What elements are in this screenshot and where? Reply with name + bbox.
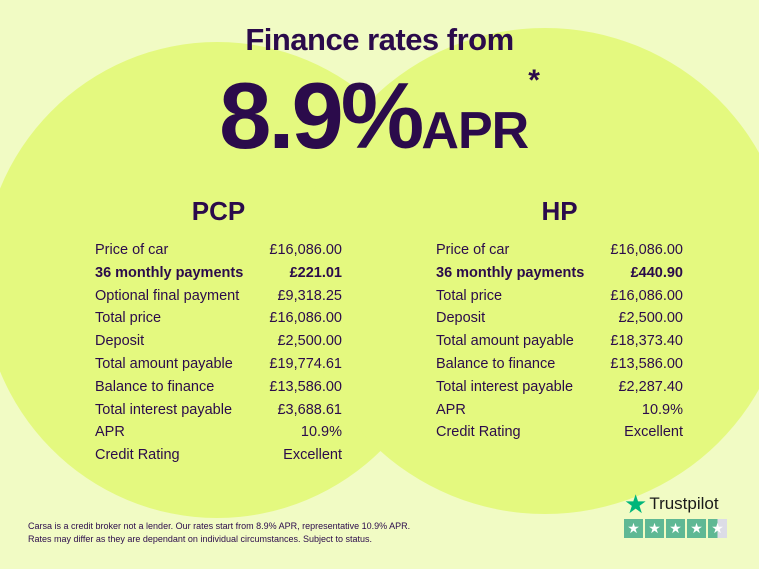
row-value: £2,500.00 — [277, 333, 342, 350]
background-circle-right — [300, 28, 759, 514]
hp-table: HP Price of car £16,086.00 36 monthly paym… — [436, 196, 683, 444]
row-value: £9,318.25 — [277, 287, 342, 304]
row-value: £13,586.00 — [269, 378, 342, 395]
rating-star-icon: ★ — [687, 519, 706, 538]
pcp-rows: Price of car £16,086.00 36 monthly payment… — [95, 239, 342, 467]
row-value: £3,688.61 — [277, 401, 342, 418]
table-row: Deposit £2,500.00 — [95, 330, 342, 353]
row-value: £18,373.40 — [610, 333, 683, 350]
table-row: APR 10.9% — [436, 399, 683, 422]
row-value: £16,086.00 — [610, 242, 683, 258]
table-row: Total amount payable £19,774.61 — [95, 353, 342, 376]
trustpilot-label: Trustpilot — [649, 494, 719, 513]
disclaimer-line-1: Carsa is a credit broker not a lender. O… — [28, 521, 411, 531]
row-label: Balance to finance — [436, 355, 556, 372]
rate-apr: APR — [421, 102, 529, 160]
row-label: Balance to finance — [95, 378, 215, 395]
star-icon: ★ — [624, 489, 648, 519]
row-label: APR — [95, 424, 125, 441]
rating-star-icon: ★ — [645, 519, 664, 538]
pcp-table: PCP Price of car £16,086.00 36 monthly pay… — [95, 196, 342, 467]
row-value: 10.9% — [641, 401, 683, 418]
headline-rate: 8.9%APR * — [0, 62, 759, 170]
row-value: £221.01 — [289, 264, 342, 281]
table-row: Total price £16,086.00 — [95, 307, 342, 330]
row-label: Total interest payable — [436, 378, 574, 395]
table-row: Balance to finance £13,586.00 — [436, 353, 683, 376]
row-label: Total price — [436, 287, 503, 304]
table-row: Total amount payable £18,373.40 — [436, 330, 683, 353]
rate-value: 8.9% — [219, 63, 424, 168]
table-row: Price of car £16,086.00 — [95, 239, 342, 262]
rating-star-icon: ★ — [666, 519, 685, 538]
row-label: Deposit — [436, 310, 486, 327]
table-row: 36 monthly payments £440.90 — [436, 262, 683, 285]
row-value: Excellent — [624, 424, 683, 441]
table-row: 36 monthly payments £221.01 — [95, 262, 342, 285]
disclaimer-line-2: Rates may differ as they are dependant o… — [28, 534, 373, 544]
table-row: Optional final payment £9,318.25 — [95, 285, 342, 308]
hp-title: HP — [541, 196, 578, 226]
disclaimer: Carsa is a credit broker not a lender. O… — [28, 520, 410, 546]
row-value: £16,086.00 — [269, 310, 342, 327]
table-row: Credit Rating Excellent — [436, 421, 683, 444]
row-label: Total price — [95, 310, 162, 327]
row-label: Price of car — [95, 242, 169, 258]
row-value: £16,086.00 — [269, 242, 342, 258]
table-row: Total price £16,086.00 — [436, 285, 683, 308]
trustpilot-logo: ★ Trustpilot — [624, 489, 727, 519]
rating-star-icon: ★ — [708, 519, 727, 538]
rating-star-icon: ★ — [624, 519, 643, 538]
row-label: Total interest payable — [95, 401, 233, 418]
row-value: £19,774.61 — [269, 355, 342, 372]
row-label: Total amount payable — [95, 355, 233, 372]
row-value: 10.9% — [300, 424, 342, 441]
row-value: £2,287.40 — [618, 378, 683, 395]
row-value: £440.90 — [630, 264, 683, 281]
row-label: Credit Rating — [436, 424, 521, 441]
trustpilot-badge[interactable]: ★ Trustpilot ★ ★ ★ ★ ★ — [624, 489, 727, 538]
headline-title: Finance rates from — [245, 22, 514, 57]
table-row: Total interest payable £2,287.40 — [436, 376, 683, 399]
row-label: Price of car — [436, 242, 510, 258]
hp-rows: Price of car £16,086.00 36 monthly payment… — [436, 239, 683, 444]
trustpilot-rating: ★ ★ ★ ★ ★ — [624, 519, 727, 538]
table-row: Price of car £16,086.00 — [436, 239, 683, 262]
row-value: £2,500.00 — [618, 310, 683, 327]
row-label: Optional final payment — [95, 287, 240, 304]
table-row: APR 10.9% — [95, 421, 342, 444]
row-label: 36 monthly payments — [95, 264, 244, 281]
row-label: APR — [436, 401, 466, 418]
table-row: Balance to finance £13,586.00 — [95, 376, 342, 399]
asterisk: * — [528, 64, 540, 97]
table-row: Credit Rating Excellent — [95, 444, 342, 467]
row-label: 36 monthly payments — [436, 264, 585, 281]
pcp-title: PCP — [191, 196, 246, 226]
row-label: Deposit — [95, 333, 145, 350]
row-label: Credit Rating — [95, 447, 180, 464]
row-value: £13,586.00 — [610, 355, 683, 372]
row-value: Excellent — [283, 447, 342, 464]
table-row: Total interest payable £3,688.61 — [95, 399, 342, 422]
table-row: Deposit £2,500.00 — [436, 307, 683, 330]
row-value: £16,086.00 — [610, 287, 683, 304]
row-label: Total amount payable — [436, 333, 574, 350]
